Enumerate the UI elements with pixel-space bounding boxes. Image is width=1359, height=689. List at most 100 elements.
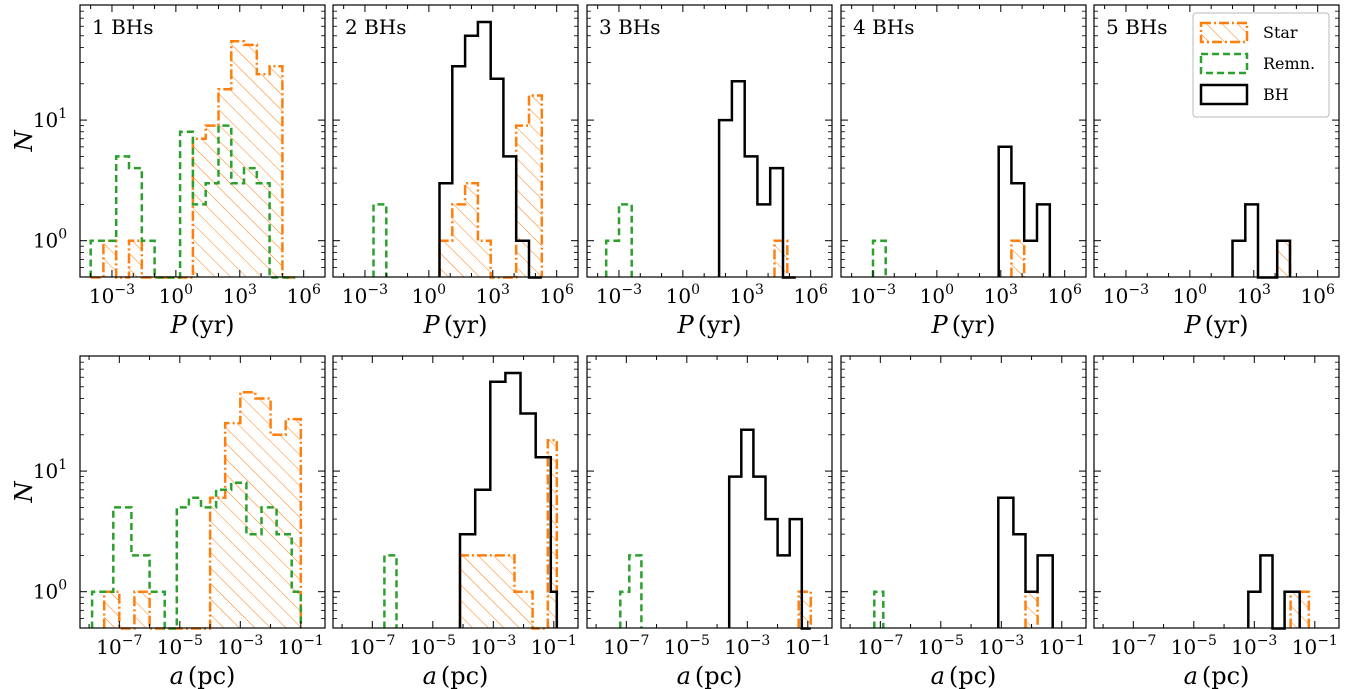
x-axis-title: P (yr) [423, 311, 488, 339]
panel-row2-col1: 10−7 10−5 10−3 10−1 100 101 a (pc) [33, 355, 326, 689]
panel-row2-col2: 10−7 10−5 10−3 10−1 a (pc) [332, 355, 579, 689]
panel-frame [332, 4, 579, 278]
x-tick-label: 100 [666, 282, 700, 308]
panel-row1-col2: 10−3 100 103 106 P (yr) 2 BHs [332, 4, 579, 339]
panel-row2-col4: 10−7 10−5 10−3 10−1 a (pc) [840, 355, 1087, 689]
remnant-histogram [89, 124, 296, 279]
x-tick-label: 10−5 [410, 633, 456, 659]
legend-label: BH [1263, 85, 1289, 104]
x-tick-label: 10−7 [1110, 633, 1156, 659]
star-hatch-fill [774, 240, 788, 278]
star-histogram [797, 590, 813, 629]
remnant-histogram [372, 203, 388, 278]
legend-swatch [1199, 21, 1249, 44]
panel-frame [79, 355, 326, 629]
panel-frame [79, 4, 326, 278]
star-histogram [90, 40, 296, 279]
x-tick-label: 106 [1301, 282, 1335, 308]
legend: Star Remn. BH [1192, 12, 1330, 118]
x-tick-label: 100 [412, 282, 446, 308]
panel-row1-col5: 10−3 100 103 106 P (yr) 5 BHs [1093, 4, 1340, 339]
star-hatch-fill [1025, 591, 1038, 629]
x-tick-label: 10−3 [1231, 633, 1277, 659]
x-tick-label: 10−1 [785, 633, 831, 659]
x-tick-label: 10−5 [157, 633, 203, 659]
x-axis-title: a (pc) [931, 662, 997, 689]
remnant-histogram [619, 554, 643, 629]
bh-histogram [997, 145, 1052, 278]
x-axis-title: P (yr) [170, 311, 235, 339]
x-tick-label: 103 [223, 282, 257, 308]
remnant-histogram [604, 203, 633, 278]
bh-histogram [717, 79, 796, 279]
x-tick-label: 106 [794, 282, 828, 308]
legend-swatch [1199, 83, 1249, 106]
x-tick-label: 10−1 [278, 633, 324, 659]
x-axis-title: a (pc) [677, 662, 743, 689]
x-axis-title: a (pc) [1184, 662, 1250, 689]
panel-row2-col5: 10−7 10−5 10−3 10−1 a (pc) [1093, 355, 1340, 689]
panel-frame [332, 355, 579, 629]
x-tick-label: 106 [540, 282, 574, 308]
x-tick-label: 10−3 [850, 282, 896, 308]
panel-frame [586, 355, 833, 629]
x-tick-label: 10−1 [1292, 633, 1338, 659]
star-histogram [1010, 239, 1026, 278]
panel-frame [1093, 355, 1340, 629]
y-tick-label: 101 [33, 457, 67, 483]
panel-label: 1 BHs [92, 15, 153, 39]
panel-label: 5 BHs [1106, 15, 1167, 39]
legend-swatch [1199, 52, 1249, 75]
y-axis-title: N [10, 130, 38, 153]
x-tick-label: 100 [159, 282, 193, 308]
x-tick-label: 106 [287, 282, 321, 308]
x-tick-label: 10−3 [724, 633, 770, 659]
remnant-histogram [90, 481, 303, 630]
x-axis-title: a (pc) [423, 662, 489, 689]
star-hatch-fill [1011, 240, 1025, 278]
y-axis-title: N [10, 481, 38, 504]
x-tick-label: 10−7 [857, 633, 903, 659]
x-tick-label: 10−3 [89, 282, 135, 308]
panel-label: 3 BHs [599, 15, 660, 39]
x-tick-label: 10−3 [596, 282, 642, 308]
x-tick-label: 10−1 [1039, 633, 1085, 659]
x-tick-label: 100 [1173, 282, 1207, 308]
bh-histogram [1247, 554, 1301, 630]
x-tick-label: 10−7 [349, 633, 395, 659]
legend-label: Remn. [1263, 54, 1315, 73]
star-hatch-fill [798, 591, 811, 629]
y-tick-label: 100 [33, 227, 67, 253]
x-tick-label: 10−7 [96, 633, 142, 659]
x-tick-label: 10−3 [1103, 282, 1149, 308]
x-tick-label: 10−1 [531, 633, 577, 659]
panel-row1-col1: 10−3 100 103 106 100 101 P (yr) 1 BHs [33, 4, 326, 339]
panel-label: 2 BHs [345, 15, 406, 39]
x-tick-label: 10−5 [1171, 633, 1217, 659]
panel-row1-col4: 10−3 100 103 106 P (yr) 4 BHs [840, 4, 1087, 339]
x-tick-label: 106 [1048, 282, 1082, 308]
x-tick-label: 10−3 [470, 633, 516, 659]
x-tick-label: 100 [920, 282, 954, 308]
bh-histogram [1231, 203, 1292, 279]
panel-frame [586, 4, 833, 278]
star-hatch-fill [460, 440, 557, 629]
x-axis-title: P (yr) [1184, 311, 1249, 339]
panel-frame [840, 355, 1087, 629]
remnant-histogram [383, 554, 398, 629]
star-hatch-fill [1277, 240, 1290, 278]
star-hatch-fill [104, 392, 301, 629]
y-tick-label: 100 [33, 578, 67, 604]
panel-frame [840, 4, 1087, 278]
panel-row2-col3: 10−7 10−5 10−3 10−1 a (pc) [586, 355, 833, 689]
panel-row1-col3: 10−3 100 103 106 P (yr) 3 BHs [586, 4, 833, 339]
remnant-histogram [871, 239, 887, 278]
x-tick-label: 10−3 [978, 633, 1024, 659]
x-axis-title: a (pc) [170, 662, 236, 689]
remnant-histogram [873, 590, 885, 629]
bh-histogram [458, 371, 559, 629]
bh-histogram [438, 20, 542, 279]
star-histogram [438, 94, 544, 279]
legend-label: Star [1263, 23, 1298, 42]
